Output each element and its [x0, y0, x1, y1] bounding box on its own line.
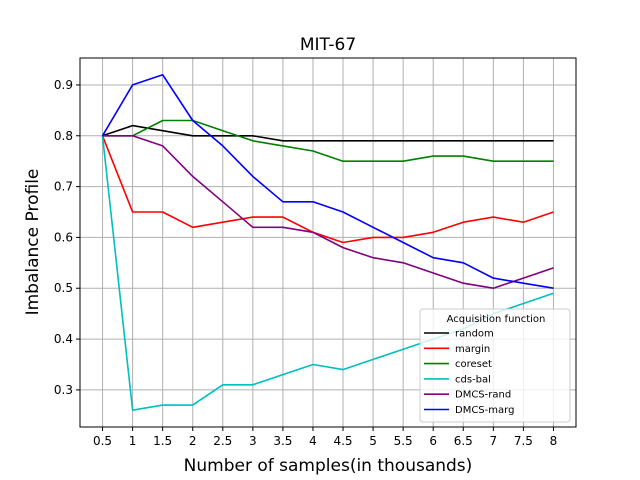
series-line-dmcs-marg: [101, 74, 554, 289]
legend-entry: coreset: [455, 359, 492, 370]
x-tick-label: 0.5: [93, 434, 112, 448]
y-tick-label: 0.5: [54, 281, 73, 295]
x-tick-label: 4.5: [333, 434, 352, 448]
y-tick-label: 0.3: [54, 383, 73, 397]
series-line-coreset: [102, 119, 554, 162]
x-tick-label: 8: [550, 434, 558, 448]
x-tick-label: 5.5: [394, 434, 413, 448]
legend-entry: random: [455, 329, 494, 340]
legend-box: [419, 308, 571, 423]
series-line-margin: [101, 135, 554, 244]
x-tick-label: 3.5: [273, 434, 292, 448]
y-tick-label: 0.4: [54, 332, 73, 346]
x-tick-label: 6.5: [454, 434, 473, 448]
x-tick-label: 6: [429, 434, 437, 448]
legend-entry: margin: [455, 344, 490, 355]
legend: Acquisition function random margin coreset…: [419, 308, 571, 423]
chart-title: MIT-67: [300, 35, 356, 55]
legend-title: Acquisition function: [447, 314, 546, 325]
x-tick-label: 1.5: [153, 434, 172, 448]
series-lines: [101, 74, 554, 412]
x-tick-label: 2.5: [213, 434, 232, 448]
legend-entry: cds-bal: [455, 374, 491, 385]
x-tick-label: 3: [249, 434, 257, 448]
x-tick-label: 4: [309, 434, 317, 448]
legend-entry: DMCS-marg: [455, 405, 514, 416]
x-axis: 0.5 1 1.5 2 2.5 3 3.5 4 4.5 5 5.5 6 6.5 7 7.5 8: [93, 427, 557, 448]
x-tick-label: 5: [369, 434, 377, 448]
y-tick-label: 0.8: [54, 129, 73, 143]
y-axis-label: Imbalance Profile: [23, 169, 43, 316]
plot-frame: [79, 57, 577, 428]
y-tick-label: 0.6: [54, 230, 73, 244]
y-axis: 0.3 0.4 0.5 0.6 0.7 0.8 0.9: [54, 78, 80, 397]
x-tick-label: 2: [189, 434, 197, 448]
x-axis-label: Number of samples(in thousands): [184, 456, 473, 476]
y-tick-label: 0.7: [54, 180, 73, 194]
series-line-dmcs-rand: [102, 135, 554, 290]
series-line-random: [102, 124, 554, 142]
y-tick-label: 0.9: [54, 78, 73, 92]
x-tick-label: 1: [129, 434, 137, 448]
x-tick-label: 7.5: [514, 434, 533, 448]
x-tick-label: 7: [490, 434, 498, 448]
legend-entry: DMCS-rand: [455, 390, 511, 401]
